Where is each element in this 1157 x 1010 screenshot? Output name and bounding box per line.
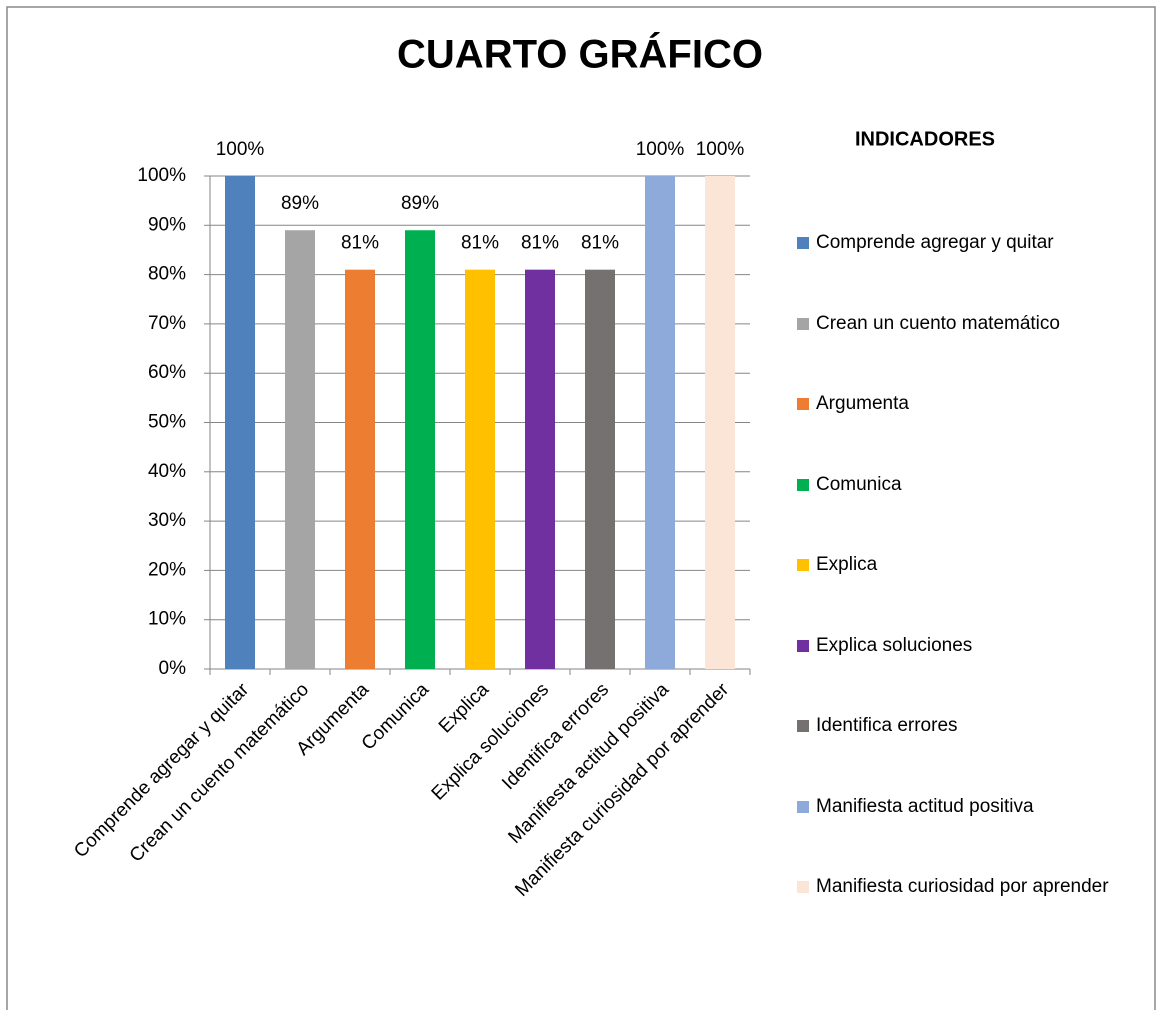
chart-title: CUARTO GRÁFICO	[397, 32, 763, 77]
bar	[225, 176, 255, 669]
y-tick-label: 100%	[137, 165, 186, 186]
bar	[405, 230, 435, 670]
legend-label: Explica	[816, 554, 878, 575]
legend-swatch	[797, 317, 809, 330]
y-tick-label: 50%	[148, 412, 186, 433]
legend-swatch	[797, 720, 809, 732]
legend-label: Manifiesta actitud positiva	[816, 795, 1034, 817]
chart-frame	[6, 6, 1156, 1010]
value-label: 100%	[696, 139, 745, 160]
bar	[585, 269, 615, 669]
y-tick-label: 40%	[148, 461, 186, 482]
value-label: 89%	[281, 193, 319, 214]
legend-swatch	[797, 559, 809, 571]
legend-swatch	[797, 800, 809, 813]
y-tick-label: 10%	[148, 609, 186, 630]
legend-swatch	[797, 881, 809, 893]
bar	[465, 269, 495, 669]
legend-label: Manifiesta curiosidad por aprender	[816, 876, 1109, 897]
legend-label: Comunica	[816, 473, 902, 495]
value-label: 81%	[341, 233, 379, 254]
y-tick-label: 90%	[148, 214, 186, 235]
value-label: 89%	[401, 193, 439, 214]
value-label: 81%	[461, 233, 499, 254]
legend-label: Crean un cuento matemático	[816, 312, 1060, 334]
legend-swatch	[797, 237, 809, 249]
value-label: 100%	[216, 139, 265, 160]
legend-label: Identifica errores	[816, 715, 958, 736]
value-label: 81%	[581, 233, 619, 254]
y-tick-label: 60%	[148, 362, 186, 383]
y-tick-label: 30%	[148, 510, 186, 531]
bar	[285, 230, 315, 670]
y-tick-label: 20%	[148, 559, 186, 580]
legend-swatch	[797, 639, 809, 652]
legend-title: INDICADORES	[855, 128, 995, 150]
bar	[345, 269, 375, 669]
bar	[645, 176, 675, 669]
value-label: 81%	[521, 233, 559, 254]
legend-swatch	[797, 398, 809, 410]
bar	[705, 176, 735, 669]
legend-label: Comprende agregar y quitar	[816, 232, 1054, 253]
legend-label: Argumenta	[816, 393, 909, 414]
legend-swatch	[797, 478, 809, 491]
legend-label: Explica soluciones	[816, 634, 973, 656]
y-tick-label: 0%	[159, 658, 187, 679]
value-label: 100%	[636, 139, 685, 160]
y-tick-label: 80%	[148, 264, 186, 285]
y-tick-label: 70%	[148, 313, 186, 334]
bar	[525, 269, 555, 669]
